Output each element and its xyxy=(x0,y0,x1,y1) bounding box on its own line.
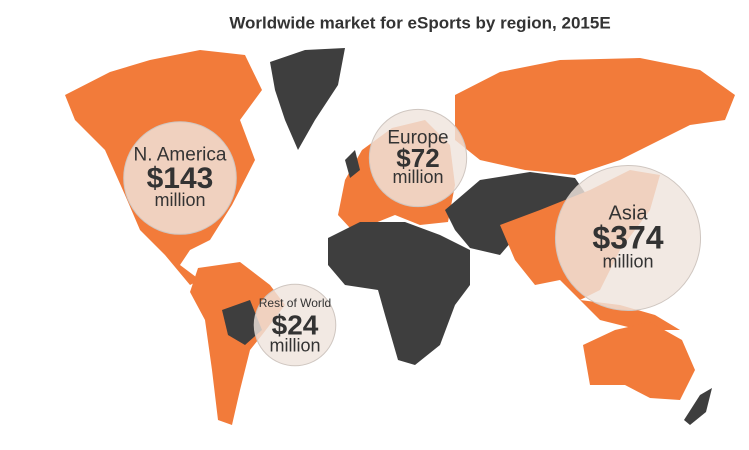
uk-islands xyxy=(345,150,360,178)
region-bubble xyxy=(253,283,337,367)
region-value: $143 xyxy=(147,162,214,195)
region-name: N. America xyxy=(134,145,227,166)
australia xyxy=(583,322,695,400)
middle-east-central-asia xyxy=(445,172,590,255)
region-bubble xyxy=(554,164,702,312)
region-unit: million xyxy=(154,190,205,210)
south-america-central xyxy=(222,300,262,345)
region-value: $24 xyxy=(272,309,319,340)
region-bubble xyxy=(368,108,468,208)
region-name: Asia xyxy=(609,202,649,224)
region-unit: million xyxy=(602,252,653,272)
region-unit: million xyxy=(269,336,320,356)
region-value: $374 xyxy=(592,219,663,255)
chart-title: Worldwide market for eSports by region, … xyxy=(229,13,610,32)
region-bubble xyxy=(123,121,237,235)
new-zealand xyxy=(684,388,712,425)
africa xyxy=(328,222,470,365)
russia xyxy=(455,58,735,175)
region-name: Rest of World xyxy=(259,296,331,310)
region-unit: million xyxy=(392,167,443,187)
region-name: Europe xyxy=(387,128,448,149)
southeast-asia xyxy=(580,300,680,330)
greenland xyxy=(270,48,345,150)
world-map xyxy=(65,48,735,425)
region-value: $72 xyxy=(396,143,439,173)
